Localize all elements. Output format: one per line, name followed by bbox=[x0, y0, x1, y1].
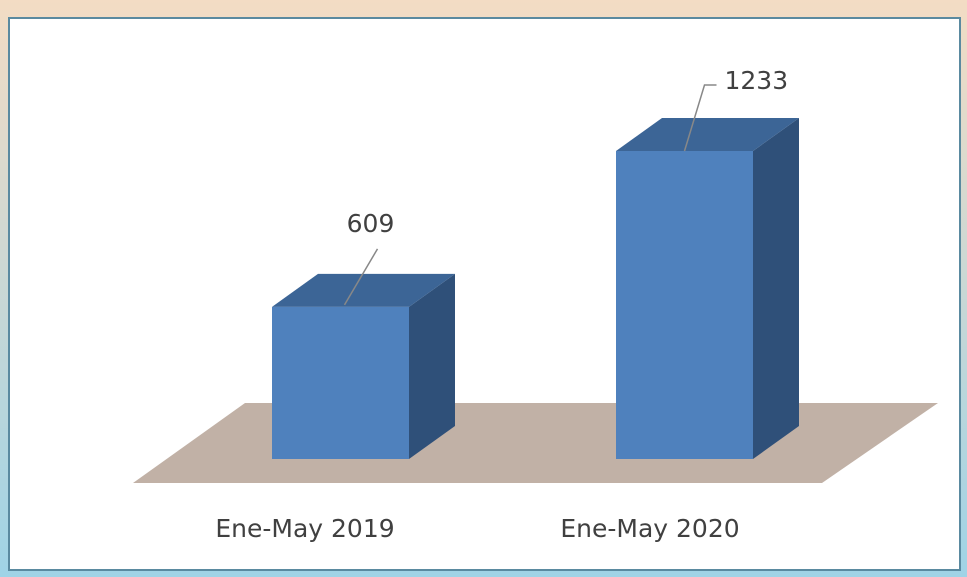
floor bbox=[133, 403, 938, 483]
x-tick-label: Ene-May 2020 bbox=[560, 514, 739, 543]
bar-side bbox=[409, 273, 455, 459]
plot-area bbox=[8, 17, 961, 571]
x-tick-label: Ene-May 2019 bbox=[215, 514, 394, 543]
data-label: 609 bbox=[347, 209, 395, 238]
bar bbox=[272, 306, 409, 459]
leader-line bbox=[683, 84, 717, 152]
bar-top bbox=[272, 273, 455, 307]
bar-top bbox=[616, 118, 799, 151]
bar bbox=[616, 151, 753, 459]
data-label: 1233 bbox=[725, 66, 789, 95]
leader-line bbox=[343, 248, 379, 306]
bar-side bbox=[753, 118, 799, 459]
